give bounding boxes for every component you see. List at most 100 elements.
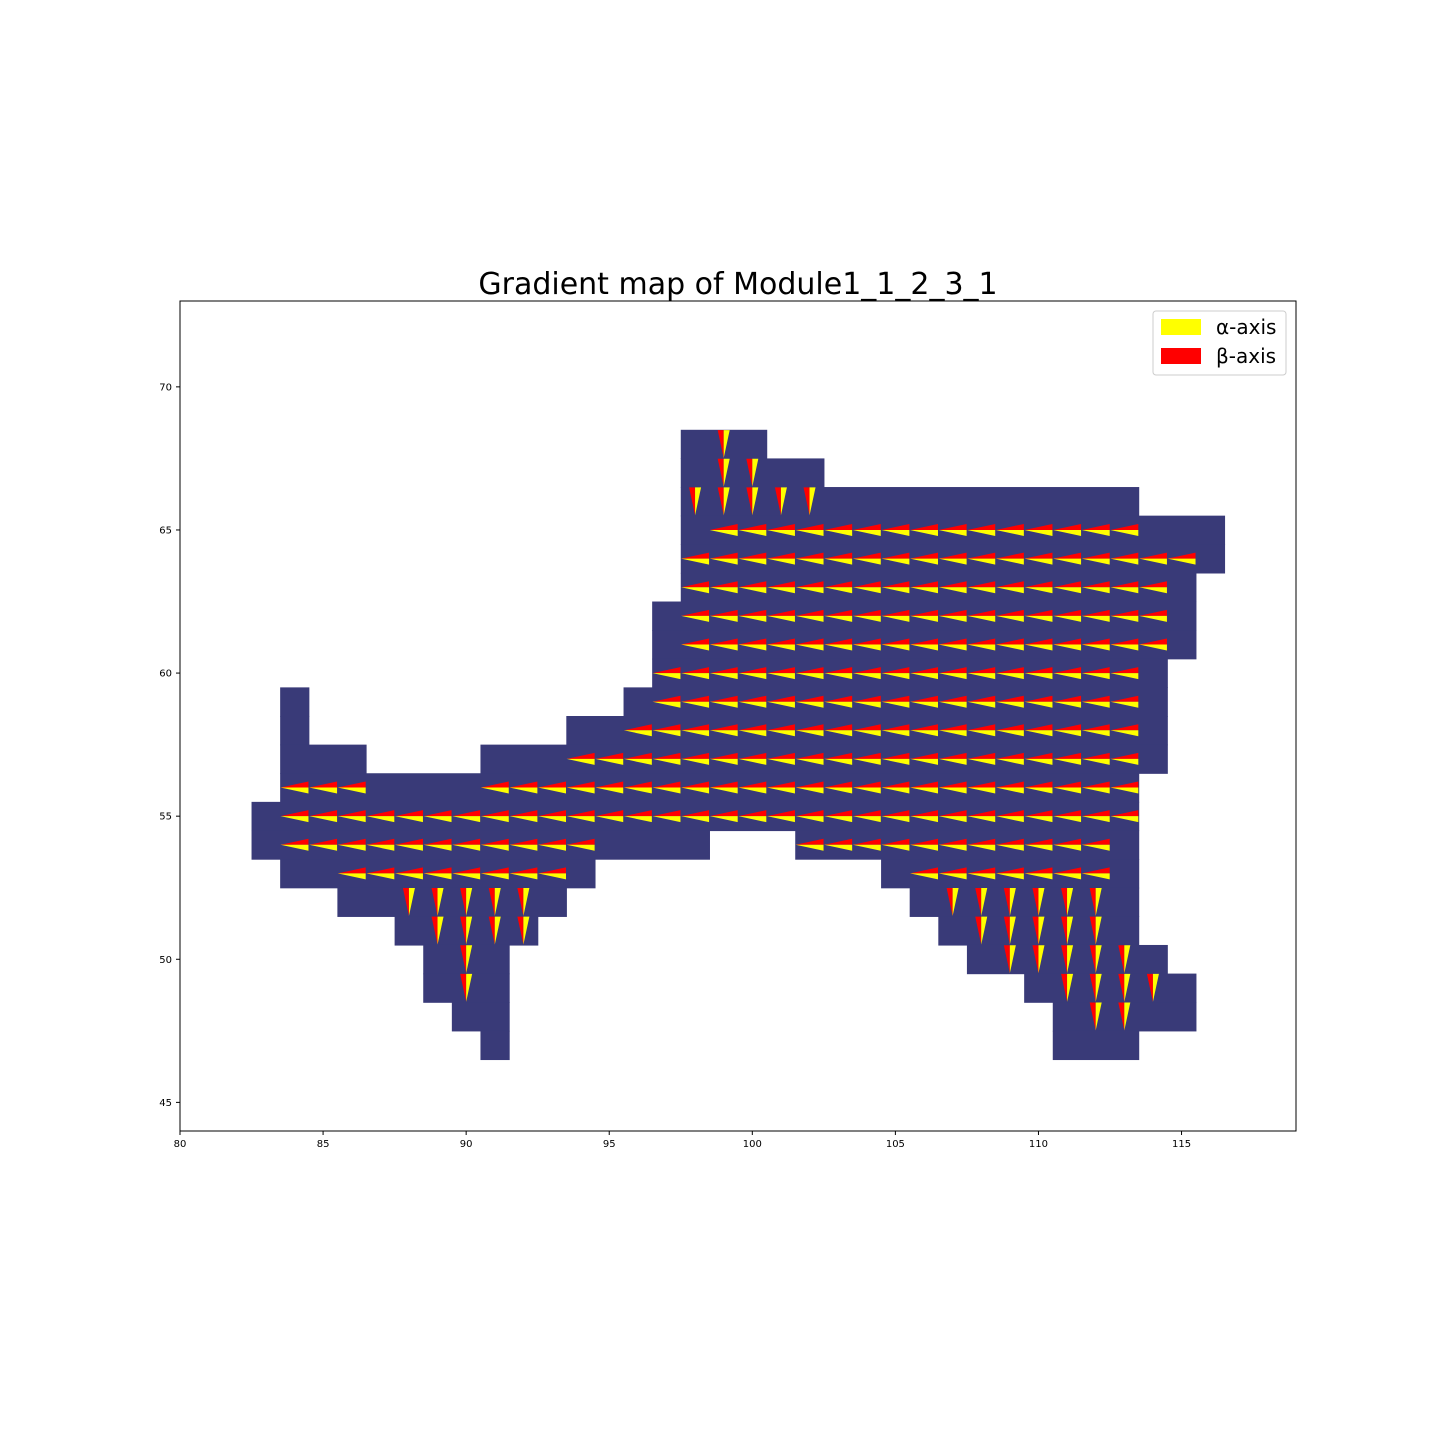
gradient-arrow bbox=[795, 523, 824, 536]
gradient-arrow bbox=[280, 781, 309, 794]
gradient-arrow bbox=[824, 838, 853, 851]
gradient-arrow bbox=[910, 867, 938, 880]
y-tick-label: 60 bbox=[159, 669, 172, 680]
alpha-axis-half bbox=[366, 873, 395, 880]
beta-axis-half bbox=[1138, 581, 1167, 588]
gradient-arrow bbox=[1110, 552, 1139, 565]
beta-axis-half bbox=[852, 695, 881, 702]
region-cell bbox=[480, 744, 1168, 774]
gradient-arrow bbox=[480, 867, 509, 880]
beta-axis-half bbox=[452, 867, 481, 874]
alpha-axis-half bbox=[967, 587, 996, 594]
beta-axis-half bbox=[652, 752, 681, 759]
beta-axis-half bbox=[995, 724, 1024, 731]
beta-axis-half bbox=[1081, 581, 1110, 588]
gradient-arrow bbox=[1081, 838, 1110, 851]
gradient-arrow bbox=[738, 609, 767, 622]
alpha-axis-half bbox=[1124, 1002, 1131, 1031]
alpha-axis-half bbox=[766, 816, 795, 823]
gradient-arrow bbox=[652, 695, 681, 708]
gradient-arrow bbox=[881, 810, 910, 823]
alpha-axis-half bbox=[509, 873, 538, 880]
alpha-axis-half bbox=[938, 787, 967, 794]
gradient-arrow bbox=[1081, 695, 1110, 708]
gradient-arrow bbox=[717, 458, 730, 487]
gradient-arrow bbox=[566, 810, 595, 823]
gradient-arrow bbox=[910, 581, 938, 594]
gradient-arrow bbox=[881, 523, 910, 536]
beta-axis-half bbox=[910, 609, 938, 616]
alpha-axis-half bbox=[1009, 888, 1016, 917]
alpha-axis-half bbox=[766, 673, 795, 680]
beta-axis-half bbox=[1110, 609, 1139, 616]
gradient-arrow bbox=[938, 581, 967, 594]
alpha-axis-half bbox=[881, 816, 910, 823]
alpha-axis-half bbox=[1081, 816, 1110, 823]
gradient-arrow bbox=[431, 916, 444, 945]
alpha-axis-half bbox=[910, 844, 938, 851]
gradient-arrow bbox=[1138, 638, 1167, 651]
alpha-axis-half bbox=[967, 529, 996, 536]
alpha-axis-half bbox=[1024, 730, 1053, 737]
alpha-axis-half bbox=[824, 701, 853, 708]
alpha-axis-half bbox=[938, 615, 967, 622]
beta-axis-half bbox=[1081, 523, 1110, 530]
alpha-axis-half bbox=[881, 673, 910, 680]
gradient-arrow bbox=[1053, 724, 1082, 737]
alpha-axis-half bbox=[881, 587, 910, 594]
alpha-axis-half bbox=[309, 787, 338, 794]
gradient-arrow bbox=[1138, 581, 1167, 594]
alpha-axis-half bbox=[480, 873, 509, 880]
gradient-arrow bbox=[938, 752, 967, 765]
alpha-axis-half bbox=[1053, 587, 1082, 594]
gradient-arrow bbox=[766, 638, 795, 651]
beta-axis-half bbox=[652, 810, 681, 817]
beta-axis-half bbox=[938, 781, 967, 788]
beta-axis-half bbox=[795, 724, 824, 731]
alpha-axis-half bbox=[466, 973, 473, 1002]
beta-axis-half bbox=[1053, 523, 1082, 530]
gradient-arrow bbox=[824, 581, 853, 594]
beta-axis-half bbox=[975, 916, 982, 945]
alpha-axis-half bbox=[1081, 529, 1110, 536]
alpha-axis-half bbox=[881, 844, 910, 851]
alpha-axis-half bbox=[995, 816, 1024, 823]
gradient-arrow bbox=[824, 752, 853, 765]
beta-axis-half bbox=[1024, 552, 1053, 559]
alpha-axis-half bbox=[995, 730, 1024, 737]
alpha-axis-half bbox=[337, 787, 366, 794]
alpha-axis-half bbox=[852, 787, 881, 794]
beta-axis-half bbox=[1081, 810, 1110, 817]
gradient-arrow bbox=[1053, 667, 1082, 680]
alpha-axis-half bbox=[824, 529, 853, 536]
gradient-arrow bbox=[738, 781, 767, 794]
beta-axis-half bbox=[623, 724, 652, 731]
alpha-axis-half bbox=[795, 844, 824, 851]
alpha-axis-half bbox=[881, 644, 910, 651]
legend-label-beta: β-axis bbox=[1216, 344, 1276, 368]
beta-axis-half bbox=[652, 695, 681, 702]
beta-axis-half bbox=[881, 552, 910, 559]
beta-axis-half bbox=[746, 458, 753, 487]
gradient-arrow bbox=[995, 638, 1024, 651]
alpha-axis-half bbox=[766, 558, 795, 565]
beta-axis-half bbox=[975, 888, 982, 917]
gradient-arrow bbox=[910, 724, 938, 737]
gradient-arrow bbox=[337, 781, 366, 794]
gradient-arrow bbox=[460, 888, 473, 917]
gradient-arrow bbox=[995, 581, 1024, 594]
beta-axis-half bbox=[652, 667, 681, 674]
gradient-arrow bbox=[852, 781, 881, 794]
gradient-arrow bbox=[423, 867, 452, 880]
alpha-axis-half bbox=[709, 558, 738, 565]
alpha-axis-half bbox=[337, 873, 366, 880]
alpha-axis-half bbox=[681, 816, 710, 823]
gradient-arrow bbox=[795, 581, 824, 594]
beta-axis-half bbox=[1081, 724, 1110, 731]
alpha-axis-half bbox=[709, 701, 738, 708]
region-cell bbox=[909, 887, 1140, 917]
beta-axis-half bbox=[1110, 552, 1139, 559]
gradient-arrow bbox=[709, 752, 738, 765]
gradient-arrow bbox=[681, 695, 710, 708]
alpha-axis-half bbox=[681, 730, 710, 737]
